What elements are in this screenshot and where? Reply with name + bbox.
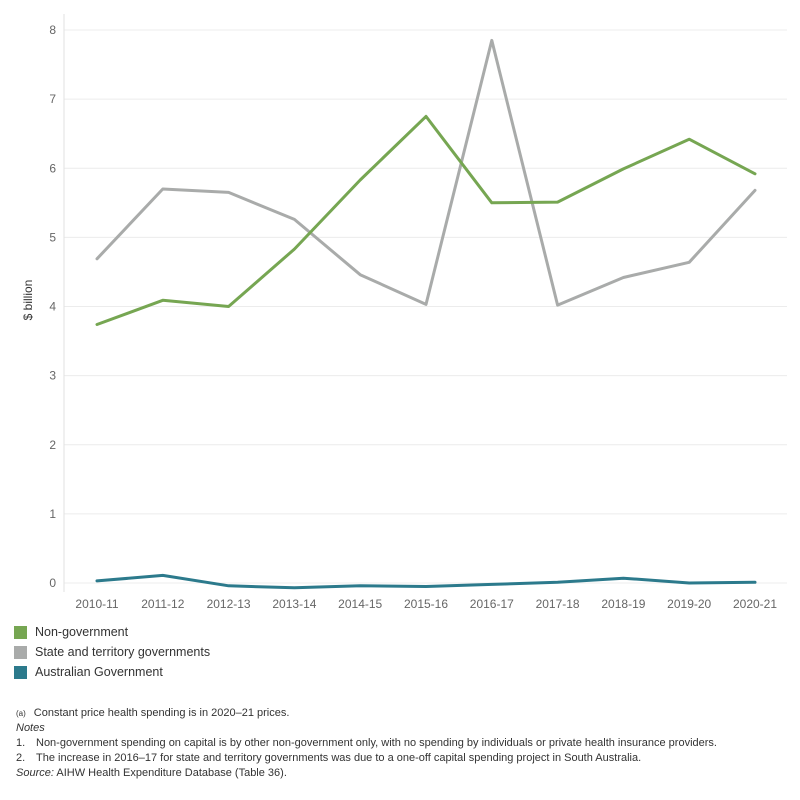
x-tick-label: 2018-19 (601, 597, 645, 611)
x-tick-label: 2019-20 (667, 597, 711, 611)
y-tick-label: 6 (49, 161, 56, 175)
legend-swatch (14, 625, 27, 639)
y-tick-label: 5 (49, 230, 56, 244)
y-tick-label: 3 (49, 369, 56, 383)
note-text: The increase in 2016–17 for state and te… (36, 752, 642, 764)
note-item: 1. Non-government spending on capital is … (16, 736, 786, 751)
x-tick-label: 2017-18 (536, 597, 580, 611)
x-tick-label: 2020-21 (733, 597, 777, 611)
x-tick-label: 2011-12 (141, 597, 184, 611)
x-tick-label: 2012-13 (207, 597, 251, 611)
legend-item-state-territory[interactable]: State and territory governments (14, 642, 210, 662)
y-tick-label: 8 (49, 23, 56, 37)
legend-item-non-government[interactable]: Non-government (14, 622, 210, 642)
x-tick-label: 2016-17 (470, 597, 514, 611)
note-item: 2. The increase in 2016–17 for state and … (16, 751, 786, 766)
footnote-text: Constant price health spending is in 202… (33, 707, 290, 719)
legend-swatch (14, 665, 27, 679)
series-lines (95, 38, 757, 590)
footnote-marker: (a) (16, 709, 26, 718)
chart-notes: (a) Constant price health spending is in … (16, 706, 786, 781)
y-tick-label: 0 (49, 576, 56, 590)
series-line-australian-government[interactable] (95, 573, 757, 590)
source-text: AIHW Health Expenditure Database (Table … (56, 767, 287, 779)
legend-label: Australian Government (35, 665, 163, 679)
note-text: Non-government spending on capital is by… (36, 737, 717, 749)
y-axis-title: $ billion (21, 280, 35, 321)
legend-label: State and territory governments (35, 645, 211, 659)
source-line: Source: AIHW Health Expenditure Database… (16, 766, 786, 781)
source-label: Source: (16, 767, 54, 779)
x-axis-ticks: 2010-11 2011-12 2012-13 2013-14 2014-15 2015-… (75, 597, 777, 611)
x-tick-label: 2014-15 (338, 597, 382, 611)
footnote: (a) Constant price health spending is in … (16, 706, 786, 721)
notes-heading: Notes (16, 722, 45, 734)
x-tick-label: 2013-14 (272, 597, 316, 611)
series-line-non-government[interactable] (95, 114, 757, 326)
y-axis-ticks: 0 1 2 3 4 5 6 7 8 (49, 23, 56, 590)
legend-item-australian-government[interactable]: Australian Government (14, 662, 210, 682)
y-tick-label: 1 (49, 507, 56, 521)
gridlines (63, 14, 787, 592)
y-tick-label: 2 (49, 438, 56, 452)
x-tick-label: 2015-16 (404, 597, 448, 611)
series-line-state-and-territory-governments[interactable] (95, 38, 757, 307)
legend: Non-government State and territory gover… (14, 622, 210, 682)
note-number: 1. (16, 737, 26, 749)
x-tick-label: 2010-11 (75, 597, 118, 611)
y-tick-label: 4 (49, 300, 56, 314)
legend-label: Non-government (35, 625, 129, 639)
y-tick-label: 7 (49, 92, 56, 106)
note-number: 2. (16, 752, 26, 764)
legend-swatch (14, 645, 27, 659)
